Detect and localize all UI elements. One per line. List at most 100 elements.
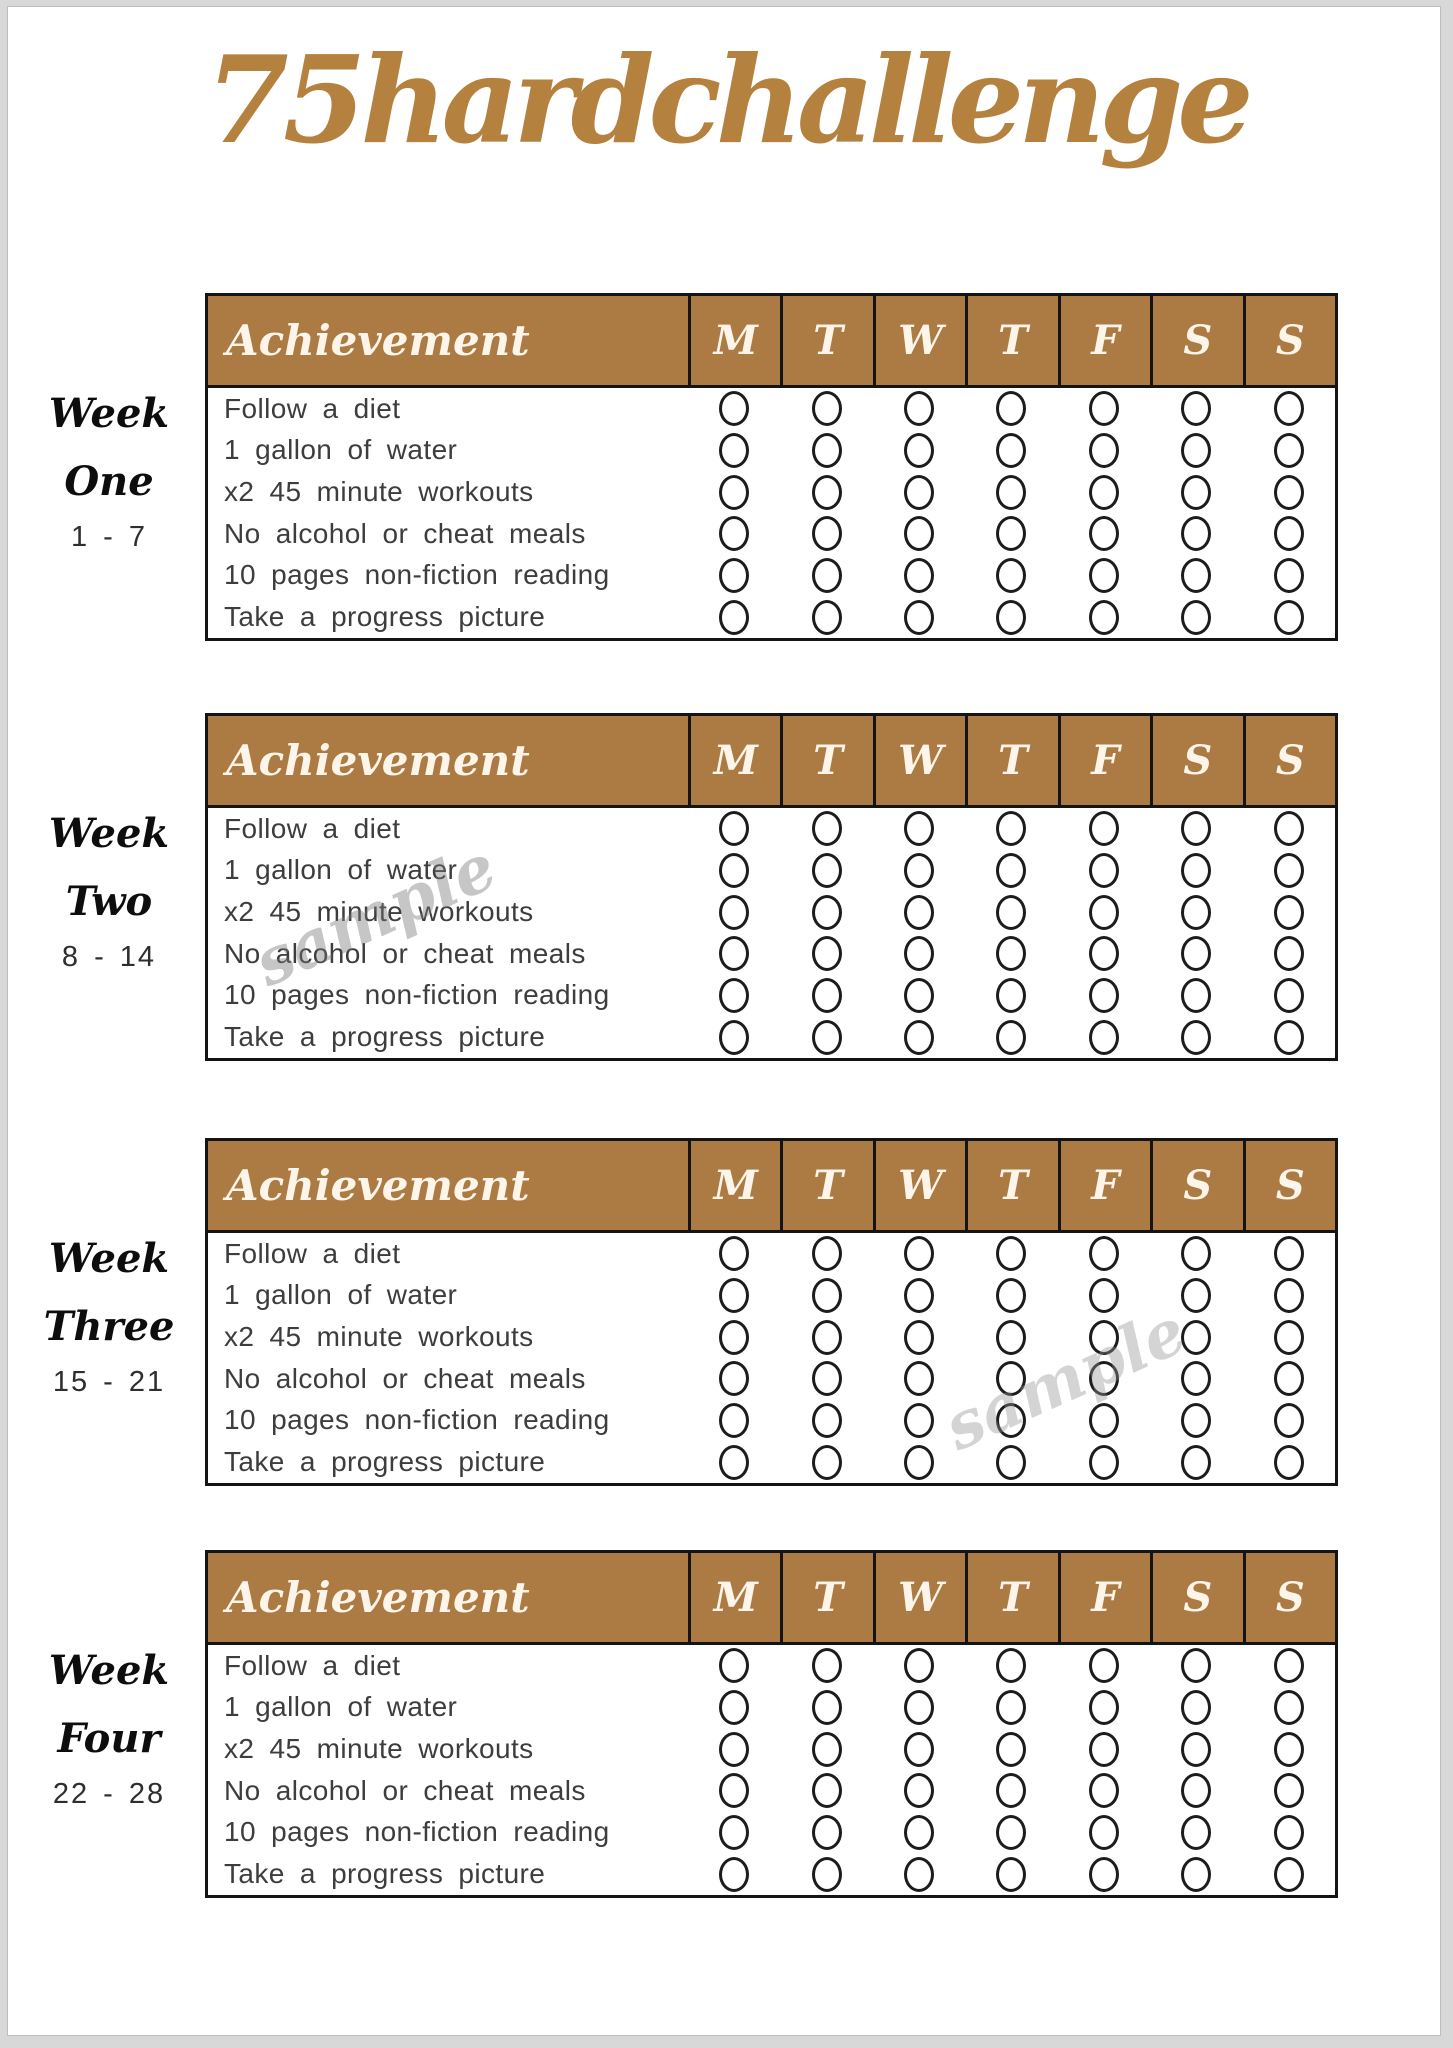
day-checkbox[interactable]: [1273, 1319, 1304, 1355]
day-checkbox[interactable]: [904, 1319, 935, 1355]
day-checkbox[interactable]: [811, 1773, 842, 1809]
day-checkbox[interactable]: [719, 1019, 750, 1055]
day-checkbox[interactable]: [1088, 1277, 1119, 1313]
day-checkbox[interactable]: [811, 1814, 842, 1850]
day-checkbox[interactable]: [1273, 1814, 1304, 1850]
day-checkbox[interactable]: [1273, 1361, 1304, 1397]
day-checkbox[interactable]: [1273, 516, 1304, 552]
day-checkbox[interactable]: [811, 852, 842, 888]
day-checkbox[interactable]: [811, 516, 842, 552]
day-checkbox[interactable]: [719, 516, 750, 552]
day-checkbox[interactable]: [904, 1814, 935, 1850]
day-checkbox[interactable]: [904, 811, 935, 847]
day-checkbox[interactable]: [719, 1402, 750, 1438]
day-checkbox[interactable]: [719, 852, 750, 888]
day-checkbox[interactable]: [1273, 894, 1304, 930]
day-checkbox[interactable]: [904, 1019, 935, 1055]
day-checkbox[interactable]: [811, 1277, 842, 1313]
day-checkbox[interactable]: [1273, 1731, 1304, 1767]
day-checkbox[interactable]: [1088, 1236, 1119, 1272]
day-checkbox[interactable]: [1181, 391, 1212, 427]
day-checkbox[interactable]: [904, 936, 935, 972]
day-checkbox[interactable]: [1181, 1019, 1212, 1055]
day-checkbox[interactable]: [811, 557, 842, 593]
day-checkbox[interactable]: [1273, 1773, 1304, 1809]
day-checkbox[interactable]: [1181, 936, 1212, 972]
day-checkbox[interactable]: [996, 1689, 1027, 1725]
day-checkbox[interactable]: [904, 599, 935, 635]
day-checkbox[interactable]: [1088, 977, 1119, 1013]
day-checkbox[interactable]: [904, 1648, 935, 1684]
day-checkbox[interactable]: [1273, 474, 1304, 510]
day-checkbox[interactable]: [1181, 1856, 1212, 1892]
day-checkbox[interactable]: [1181, 894, 1212, 930]
day-checkbox[interactable]: [996, 1019, 1027, 1055]
day-checkbox[interactable]: [904, 1444, 935, 1480]
day-checkbox[interactable]: [1088, 516, 1119, 552]
day-checkbox[interactable]: [904, 1236, 935, 1272]
day-checkbox[interactable]: [1273, 557, 1304, 593]
day-checkbox[interactable]: [996, 1361, 1027, 1397]
day-checkbox[interactable]: [1273, 1444, 1304, 1480]
day-checkbox[interactable]: [1273, 852, 1304, 888]
day-checkbox[interactable]: [719, 1773, 750, 1809]
day-checkbox[interactable]: [811, 1019, 842, 1055]
day-checkbox[interactable]: [811, 894, 842, 930]
day-checkbox[interactable]: [996, 1731, 1027, 1767]
day-checkbox[interactable]: [904, 977, 935, 1013]
day-checkbox[interactable]: [996, 1773, 1027, 1809]
day-checkbox[interactable]: [996, 557, 1027, 593]
day-checkbox[interactable]: [1088, 391, 1119, 427]
day-checkbox[interactable]: [1181, 977, 1212, 1013]
day-checkbox[interactable]: [1088, 474, 1119, 510]
day-checkbox[interactable]: [1088, 1402, 1119, 1438]
day-checkbox[interactable]: [719, 432, 750, 468]
day-checkbox[interactable]: [1088, 936, 1119, 972]
day-checkbox[interactable]: [719, 894, 750, 930]
day-checkbox[interactable]: [1181, 599, 1212, 635]
day-checkbox[interactable]: [1181, 852, 1212, 888]
day-checkbox[interactable]: [996, 599, 1027, 635]
day-checkbox[interactable]: [1088, 1361, 1119, 1397]
day-checkbox[interactable]: [811, 1689, 842, 1725]
day-checkbox[interactable]: [996, 474, 1027, 510]
day-checkbox[interactable]: [996, 1319, 1027, 1355]
day-checkbox[interactable]: [1181, 516, 1212, 552]
day-checkbox[interactable]: [719, 1689, 750, 1725]
day-checkbox[interactable]: [904, 1773, 935, 1809]
day-checkbox[interactable]: [811, 1402, 842, 1438]
day-checkbox[interactable]: [811, 474, 842, 510]
day-checkbox[interactable]: [719, 936, 750, 972]
day-checkbox[interactable]: [996, 811, 1027, 847]
day-checkbox[interactable]: [1088, 811, 1119, 847]
day-checkbox[interactable]: [719, 1361, 750, 1397]
day-checkbox[interactable]: [1088, 894, 1119, 930]
day-checkbox[interactable]: [1181, 1361, 1212, 1397]
day-checkbox[interactable]: [1273, 936, 1304, 972]
day-checkbox[interactable]: [1273, 391, 1304, 427]
day-checkbox[interactable]: [719, 1856, 750, 1892]
day-checkbox[interactable]: [1273, 1277, 1304, 1313]
day-checkbox[interactable]: [1088, 1019, 1119, 1055]
day-checkbox[interactable]: [996, 1856, 1027, 1892]
day-checkbox[interactable]: [1273, 432, 1304, 468]
day-checkbox[interactable]: [811, 1319, 842, 1355]
day-checkbox[interactable]: [1181, 474, 1212, 510]
day-checkbox[interactable]: [904, 1361, 935, 1397]
day-checkbox[interactable]: [719, 599, 750, 635]
day-checkbox[interactable]: [811, 391, 842, 427]
day-checkbox[interactable]: [811, 432, 842, 468]
day-checkbox[interactable]: [996, 894, 1027, 930]
day-checkbox[interactable]: [904, 557, 935, 593]
day-checkbox[interactable]: [996, 1444, 1027, 1480]
day-checkbox[interactable]: [996, 1236, 1027, 1272]
day-checkbox[interactable]: [904, 852, 935, 888]
day-checkbox[interactable]: [1273, 1236, 1304, 1272]
day-checkbox[interactable]: [719, 1277, 750, 1313]
day-checkbox[interactable]: [719, 474, 750, 510]
day-checkbox[interactable]: [1088, 432, 1119, 468]
day-checkbox[interactable]: [1273, 977, 1304, 1013]
day-checkbox[interactable]: [1181, 1444, 1212, 1480]
day-checkbox[interactable]: [1273, 1689, 1304, 1725]
day-checkbox[interactable]: [904, 1402, 935, 1438]
